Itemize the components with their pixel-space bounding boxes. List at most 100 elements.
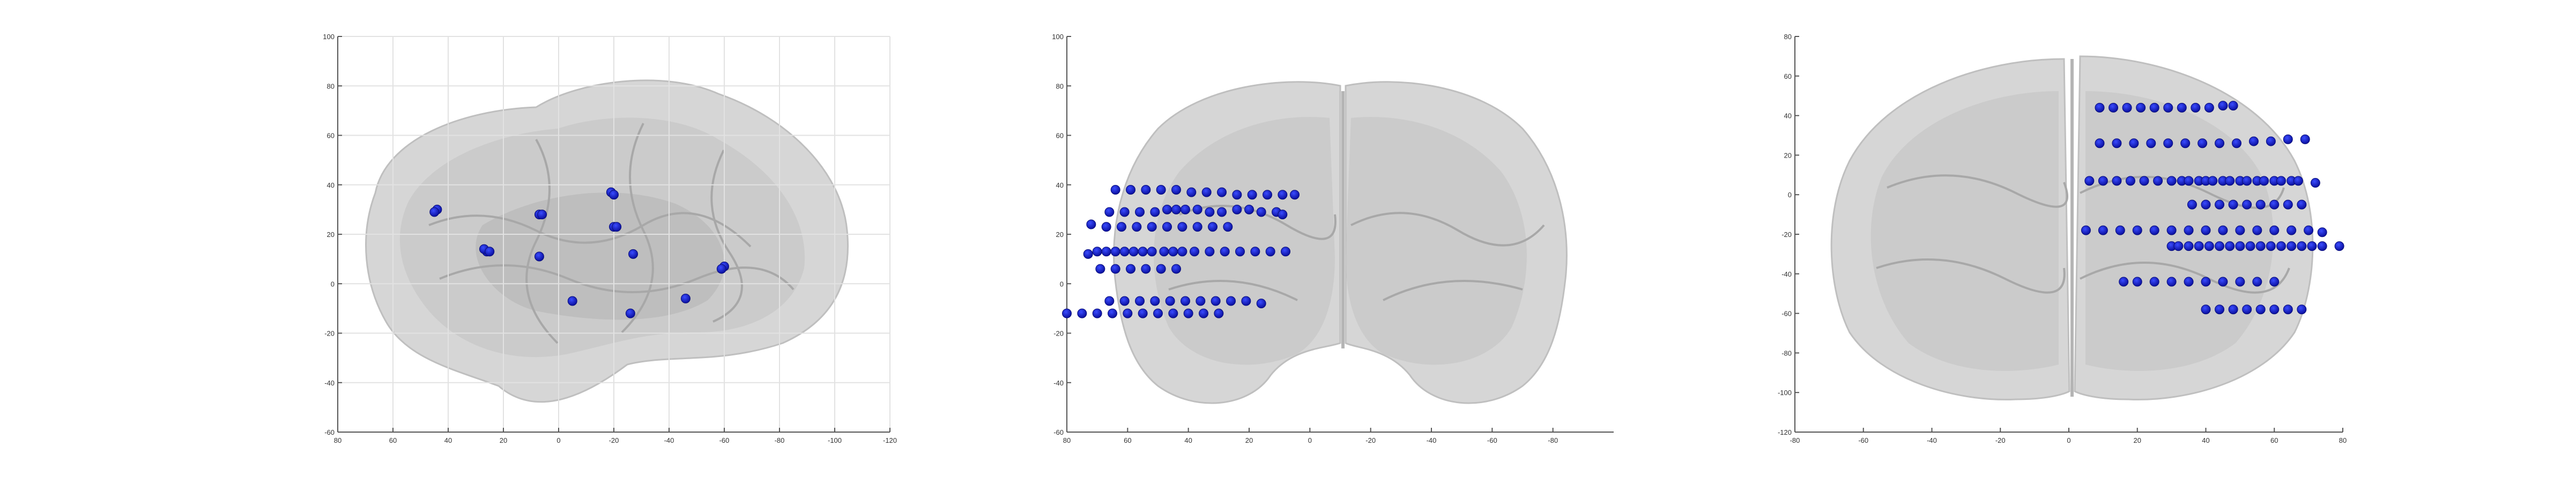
electrode-point (2269, 277, 2280, 287)
electrode-point (1171, 204, 1181, 214)
electrode-point (2248, 136, 2259, 146)
electrode-point (2136, 102, 2146, 113)
electrode-point (1244, 204, 1254, 214)
brain-mesh-axial (1830, 55, 2314, 400)
electrode-point (485, 247, 495, 257)
brain-mesh-sagittal (365, 79, 849, 403)
electrode-point (2283, 199, 2293, 210)
x-tick-label: -20 (1365, 436, 1376, 444)
y-tick-label: 0 (1060, 280, 1064, 288)
electrode-point (2231, 138, 2241, 148)
electrode-point (1232, 204, 1242, 214)
electrode-point (1217, 187, 1227, 197)
electrode-point (2235, 241, 2245, 251)
electrode-point (2208, 176, 2218, 186)
x-tick-label: 20 (1245, 436, 1253, 444)
y-tick-label: 40 (1784, 112, 1792, 120)
x-tick-label: -40 (1427, 436, 1437, 444)
electrode-point (2218, 101, 2228, 111)
x-tick-label: 20 (500, 436, 507, 444)
electrode-point (2255, 199, 2266, 210)
electrode-point (2201, 199, 2211, 210)
brain-mesh-coronal (1113, 81, 1568, 404)
electrode-point (1263, 190, 1272, 200)
electrode-point (2317, 227, 2327, 237)
electrode-point (567, 296, 577, 306)
electrode-point (2287, 241, 2297, 251)
electrode-point (1062, 308, 1072, 318)
x-tick-label: 60 (389, 436, 397, 444)
electrode-point (2269, 304, 2280, 315)
x-tick-label: 60 (1124, 436, 1131, 444)
electrode-point (1265, 247, 1275, 257)
electrode-point (2115, 225, 2125, 235)
electrode-point (1150, 296, 1160, 306)
electrode-point (2317, 241, 2327, 251)
sagittal-plot: 80 60 40 20 0 -20 -40 -60 -80 -100 -120 100 80 60 40 20… (323, 33, 897, 444)
electrode-point (2242, 199, 2252, 210)
electrode-point (1092, 247, 1102, 257)
electrode-point (1086, 219, 1096, 229)
electrode-point (1201, 187, 1212, 197)
electrode-point (2204, 102, 2214, 113)
electrode-point (1083, 249, 1093, 259)
electrode-point (1241, 296, 1251, 306)
electrode-point (1104, 207, 1115, 217)
electrode-point (1192, 204, 1202, 214)
electrode-point (680, 293, 691, 303)
electrode-point (1165, 296, 1175, 306)
electrode-point (2198, 138, 2208, 148)
electrode-point (2194, 241, 2204, 251)
electrode-point (1183, 308, 1193, 318)
x-tick-label: 80 (1063, 436, 1071, 444)
y-tick-label: -20 (324, 330, 335, 338)
electrode-point (625, 308, 635, 318)
electrode-point (2297, 241, 2307, 251)
y-tick-label: 80 (1784, 33, 1792, 41)
electrode-point (1126, 184, 1135, 195)
x-tick-label: -40 (664, 436, 674, 444)
electrode-point (2201, 277, 2211, 287)
electrode-point (2125, 176, 2135, 186)
y-tick-label: 20 (1784, 151, 1792, 159)
electrode-point (1232, 190, 1242, 200)
electrode-point (1223, 222, 1233, 232)
x-tick-label: 80 (334, 436, 342, 444)
electrode-point (1095, 264, 1105, 274)
electrode-point (2218, 225, 2228, 235)
electrode-point (1250, 247, 1260, 257)
electrode-point (1162, 204, 1172, 214)
electrode-point (1256, 299, 1266, 309)
electrode-point (1138, 308, 1148, 318)
electrode-point (2187, 199, 2197, 210)
electrode-point (2153, 176, 2163, 186)
electrode-point (2307, 241, 2317, 251)
electrode-point (2084, 176, 2095, 186)
electrode-point (2139, 176, 2149, 186)
x-tick-label: -60 (1487, 436, 1497, 444)
electrode-point (2191, 102, 2201, 113)
electrode-point (2132, 225, 2142, 235)
electrode-point (2215, 199, 2225, 210)
electrode-point (1147, 222, 1157, 232)
electrode-point (1192, 222, 1202, 232)
y-tick-label: 20 (327, 231, 335, 239)
electrode-point (2283, 304, 2293, 315)
electrode-point (2184, 225, 2194, 235)
x-tick-label: -40 (1927, 436, 1937, 444)
axial-plot: -80 -60 -40 -20 0 20 40 60 80 80 60 40 20 0 -20 -40 -60 -… (1778, 33, 2347, 444)
electrode-point (1171, 184, 1181, 195)
electrode-point (2109, 102, 2119, 113)
electrode-point (1177, 247, 1187, 257)
electrode-point (2297, 304, 2307, 315)
electrode-point (2173, 241, 2184, 251)
electrode-point (1211, 296, 1221, 306)
electrode-point (1290, 190, 1300, 200)
electrode-point (2122, 102, 2132, 113)
electrode-point (2149, 102, 2159, 113)
electrode-point (2287, 225, 2297, 235)
y-tick-label: -20 (1781, 231, 1792, 239)
electrode-point (1168, 308, 1178, 318)
y-tick-label: -40 (324, 379, 335, 387)
